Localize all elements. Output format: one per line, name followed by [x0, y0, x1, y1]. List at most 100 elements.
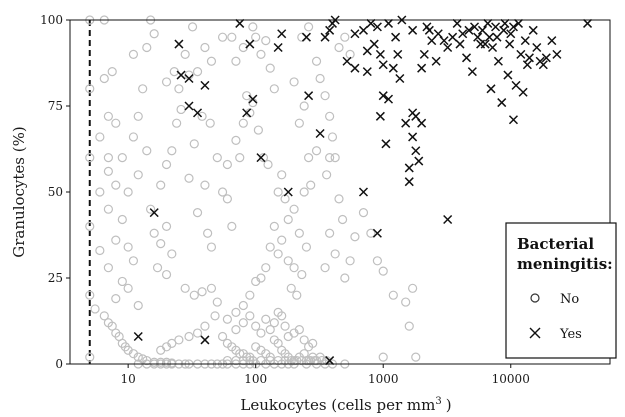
data-point-yes-stroke	[383, 94, 394, 104]
data-point-yes-stroke	[538, 60, 548, 70]
data-point-yes-stroke	[427, 36, 437, 46]
data-point-yes	[476, 39, 486, 49]
data-point-no	[123, 187, 133, 197]
data-point-no	[294, 228, 304, 238]
data-point-no	[152, 263, 163, 273]
data-point-yes	[366, 18, 376, 28]
data-point-no	[138, 84, 148, 94]
legend-yes-marker	[529, 327, 541, 339]
data-point-yes	[283, 187, 293, 197]
data-point-no	[334, 42, 344, 53]
data-point-no	[283, 214, 293, 225]
data-point-yes-stroke	[522, 60, 532, 70]
data-point-yes-stroke	[473, 32, 483, 42]
data-point-yes-stroke	[464, 25, 474, 35]
data-point-no	[242, 91, 252, 101]
data-point-yes	[505, 39, 515, 49]
data-point-yes-stroke	[520, 36, 530, 46]
data-point-no	[85, 290, 95, 300]
data-point-yes	[325, 25, 335, 35]
data-point-no	[265, 352, 275, 362]
data-point-no	[227, 32, 237, 42]
data-point-yes-stroke	[417, 118, 427, 128]
data-point-yes-stroke	[484, 32, 494, 42]
data-point-yes-stroke	[518, 87, 528, 97]
data-point-yes-stroke	[516, 49, 526, 59]
legend-yes-label: Yes	[559, 327, 582, 342]
data-point-yes-stroke	[325, 25, 335, 35]
data-point-yes-stroke	[486, 84, 496, 94]
data-point-yes	[433, 29, 443, 39]
data-point-no	[235, 153, 245, 163]
data-point-no	[142, 146, 152, 156]
data-point-no	[231, 307, 241, 317]
data-point-no	[265, 63, 275, 73]
data-point-no	[184, 331, 194, 342]
data-point-no	[149, 29, 159, 39]
data-point-no	[289, 263, 299, 273]
data-point-no	[149, 228, 159, 238]
data-point-yes-stroke	[362, 67, 372, 77]
plot-area	[85, 15, 593, 369]
legend-title-line1: Bacterial	[517, 235, 594, 253]
data-point-yes-stroke	[404, 163, 414, 173]
data-point-yes-stroke	[417, 63, 427, 73]
data-point-no	[263, 159, 273, 170]
data-point-yes-stroke	[411, 146, 421, 156]
x-axis-title-suffix: )	[446, 396, 452, 414]
data-point-yes	[200, 335, 210, 345]
data-point-no	[217, 331, 228, 342]
data-point-no	[248, 22, 258, 32]
data-point-yes	[372, 22, 382, 32]
y-axis-title: Granulocytes (%)	[10, 126, 28, 257]
data-point-no	[258, 153, 269, 163]
x-tick-label: 100	[244, 372, 267, 386]
data-point-no	[388, 290, 398, 300]
data-point-yes	[375, 49, 385, 59]
x-tick-label: 10000	[492, 372, 530, 386]
data-point-yes-stroke	[256, 153, 266, 163]
data-point-yes-stroke	[283, 187, 293, 197]
data-point-yes	[369, 39, 379, 49]
data-point-yes	[473, 32, 483, 42]
data-point-no	[297, 355, 307, 366]
data-point-yes-stroke	[315, 128, 325, 139]
data-point-no	[203, 228, 213, 238]
data-point-yes-stroke	[528, 25, 538, 35]
legend-box	[505, 222, 617, 359]
data-point-yes-stroke	[499, 25, 509, 35]
data-point-no	[95, 245, 105, 256]
data-point-yes-stroke	[508, 22, 518, 32]
data-point-no	[176, 104, 186, 115]
data-point-yes-stroke	[200, 80, 210, 90]
data-point-yes-stroke	[439, 36, 449, 46]
data-point-no	[133, 352, 143, 362]
data-point-yes	[464, 25, 474, 35]
data-point-no	[251, 321, 261, 331]
legend-title-line2: meningitis:	[517, 255, 613, 273]
data-point-yes	[541, 53, 551, 63]
data-point-no	[277, 170, 287, 180]
data-point-yes-stroke	[273, 42, 283, 53]
data-point-yes	[320, 32, 330, 42]
data-point-yes	[235, 18, 245, 28]
data-point-yes	[518, 87, 528, 97]
data-point-no	[142, 42, 152, 53]
data-point-no	[280, 321, 290, 331]
data-point-no	[306, 180, 316, 190]
data-point-no	[277, 235, 287, 245]
data-point-yes-stroke	[245, 39, 255, 49]
data-point-yes	[404, 163, 414, 173]
data-point-no	[310, 355, 320, 366]
data-point-no	[330, 249, 340, 259]
data-point-no	[261, 263, 271, 273]
data-point-yes	[362, 67, 372, 77]
data-point-yes	[486, 84, 496, 94]
data-point-no	[231, 135, 241, 145]
data-point-yes-stroke	[511, 80, 521, 90]
data-point-yes-stroke	[325, 356, 335, 366]
data-point-no	[161, 77, 172, 87]
data-point-yes	[419, 49, 429, 59]
data-point-yes-stroke	[320, 32, 330, 42]
data-point-no	[340, 32, 350, 42]
